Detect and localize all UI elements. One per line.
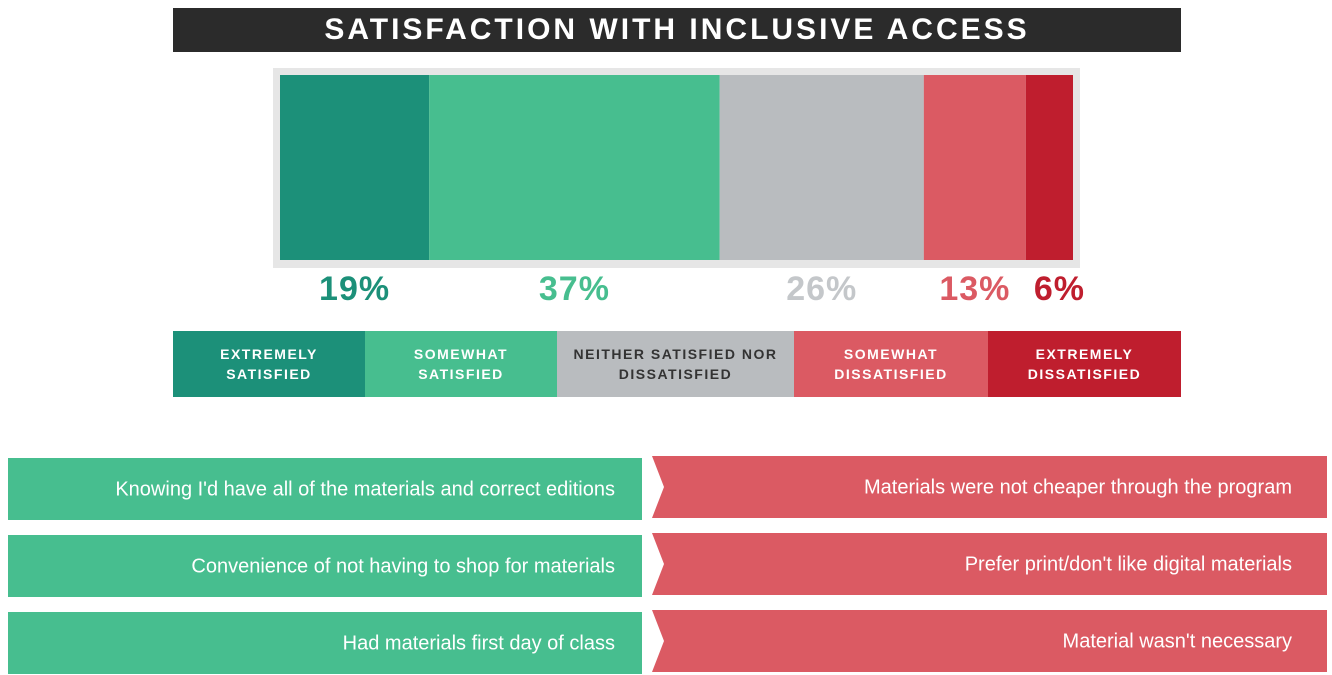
reason-text: Had materials first day of class	[343, 632, 615, 654]
reason-text: Material wasn't necessary	[1063, 630, 1292, 652]
value-label: 19%	[319, 270, 390, 308]
legend-item: EXTREMELY SATISFIED	[173, 331, 365, 397]
chart-title: SATISFACTION WITH INCLUSIVE ACCESS	[173, 8, 1181, 52]
legend-label: EXTREMELY SATISFIED	[220, 346, 318, 382]
legend-item: SOMEWHAT DISSATISFIED	[794, 331, 988, 397]
reason-box	[8, 535, 642, 597]
legend-label: SOMEWHAT SATISFIED	[413, 346, 509, 382]
value-label: 37%	[539, 270, 610, 308]
value-label: 26%	[786, 270, 857, 308]
legend-item: NEITHER SATISFIED NOR DISSATISFIED	[557, 331, 794, 397]
legend: EXTREMELY SATISFIED SOMEWHAT SATISFIED NEI…	[173, 331, 1181, 397]
reason-text: Knowing I'd have all of the materials an…	[115, 478, 615, 500]
reason-text: Materials were not cheaper through the p…	[864, 476, 1292, 498]
legend-item: EXTREMELY DISSATISFIED	[988, 331, 1181, 397]
legend-label: NEITHER SATISFIED NOR DISSATISFIED	[573, 346, 778, 382]
bar-segment	[1025, 75, 1073, 260]
reason-box	[652, 610, 1327, 672]
legend-item: SOMEWHAT SATISFIED	[365, 331, 557, 397]
legend-label: EXTREMELY DISSATISFIED	[1027, 346, 1142, 382]
value-label: 6%	[1034, 270, 1085, 308]
bar-segment	[429, 75, 720, 260]
bar-segment	[719, 75, 924, 260]
reason-text: Convenience of not having to shop for ma…	[191, 555, 615, 577]
reason-box	[8, 612, 642, 674]
reason-box	[652, 533, 1327, 595]
legend-label: SOMEWHAT DISSATISFIED	[834, 346, 948, 382]
bar-segment	[280, 75, 430, 260]
reason-box	[652, 456, 1327, 518]
reason-box	[8, 458, 642, 520]
value-label: 13%	[939, 270, 1010, 308]
reason-text: Prefer print/don't like digital material…	[965, 553, 1292, 575]
bar-segment	[923, 75, 1026, 260]
